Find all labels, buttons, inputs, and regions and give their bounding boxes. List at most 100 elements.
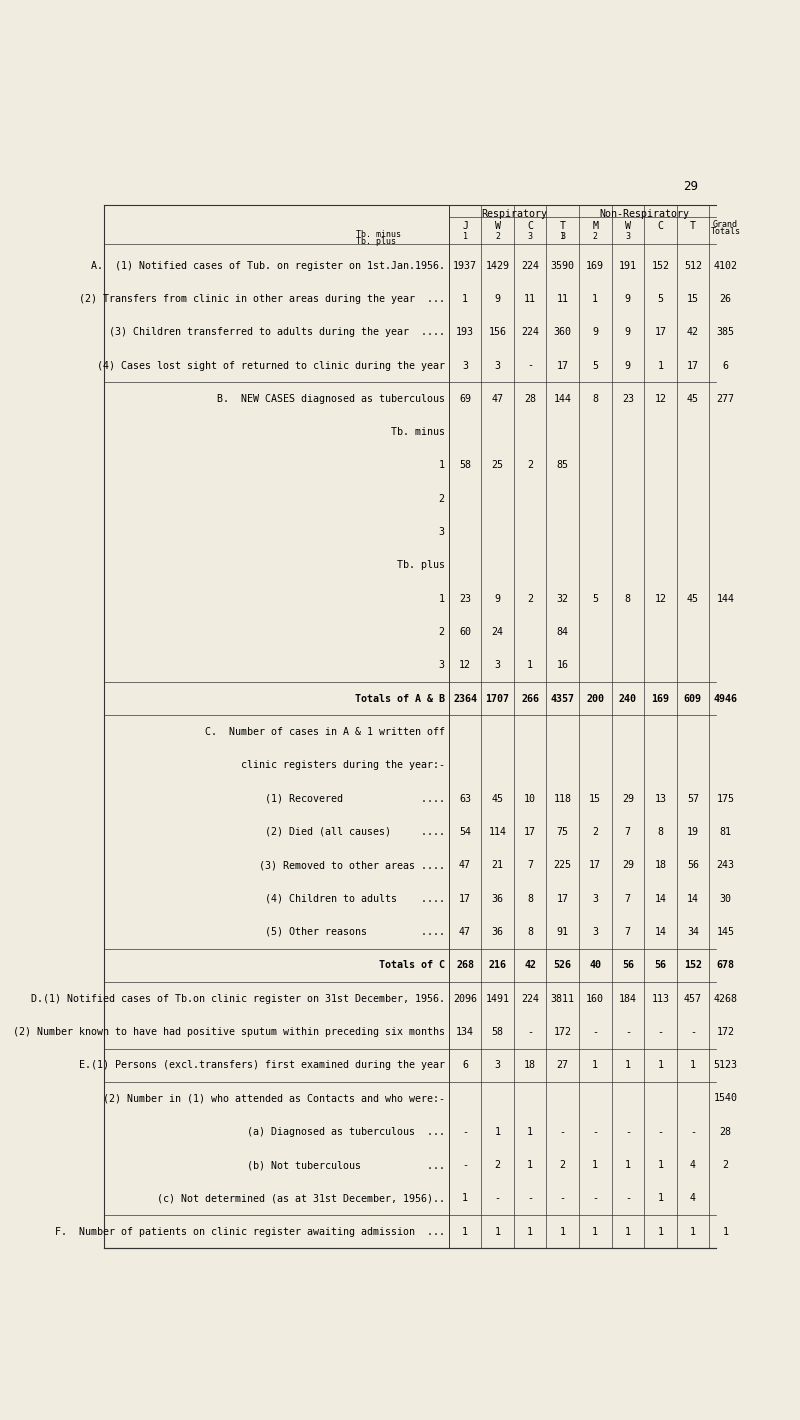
Text: 1: 1: [592, 1227, 598, 1237]
Text: 14: 14: [687, 893, 699, 903]
Text: (4) Children to adults    ....: (4) Children to adults ....: [241, 893, 445, 903]
Text: (4) Cases lost sight of returned to clinic during the year: (4) Cases lost sight of returned to clin…: [73, 361, 445, 371]
Text: 1: 1: [658, 361, 663, 371]
Text: 18: 18: [524, 1061, 536, 1071]
Text: (1) Recovered             ....: (1) Recovered ....: [241, 794, 445, 804]
Text: 152: 152: [684, 960, 702, 970]
Text: -: -: [592, 1127, 598, 1137]
Text: 2: 2: [722, 1160, 729, 1170]
Text: Tb. minus: Tb. minus: [356, 230, 401, 240]
Text: 27: 27: [557, 1061, 569, 1071]
Text: 8: 8: [658, 826, 663, 836]
Text: 26: 26: [719, 294, 731, 304]
Text: 36: 36: [491, 927, 503, 937]
Text: J: J: [462, 222, 468, 231]
Text: 60: 60: [459, 628, 471, 638]
Text: 172: 172: [554, 1027, 572, 1037]
Text: 175: 175: [717, 794, 734, 804]
Text: 12: 12: [654, 594, 666, 604]
Text: (3) Children transferred to adults during the year  ....: (3) Children transferred to adults durin…: [85, 327, 445, 337]
Text: 42: 42: [687, 327, 699, 337]
Text: 14: 14: [654, 927, 666, 937]
Text: 1: 1: [658, 1160, 663, 1170]
Text: 12: 12: [654, 393, 666, 403]
Text: 58: 58: [491, 1027, 503, 1037]
Text: 512: 512: [684, 261, 702, 271]
Text: 7: 7: [625, 893, 630, 903]
Text: 118: 118: [554, 794, 572, 804]
Text: 160: 160: [586, 994, 604, 1004]
Text: 29: 29: [622, 794, 634, 804]
Text: 15: 15: [687, 294, 699, 304]
Text: 91: 91: [557, 927, 569, 937]
Text: C: C: [527, 222, 533, 231]
Text: 17: 17: [524, 826, 536, 836]
Text: 1: 1: [690, 1227, 696, 1237]
Text: 2: 2: [355, 628, 445, 638]
Text: 3: 3: [494, 361, 501, 371]
Text: 9: 9: [625, 361, 630, 371]
Text: -: -: [690, 1027, 696, 1037]
Text: 10: 10: [524, 794, 536, 804]
Text: 1: 1: [462, 231, 467, 241]
Text: 172: 172: [717, 1027, 734, 1037]
Text: (3) Removed to other areas ....: (3) Removed to other areas ....: [235, 861, 445, 870]
Text: 224: 224: [521, 994, 539, 1004]
Text: Totals of A & B: Totals of A & B: [331, 694, 445, 704]
Text: 216: 216: [489, 960, 506, 970]
Text: 1: 1: [690, 1061, 696, 1071]
Text: 11: 11: [557, 294, 569, 304]
Text: 11: 11: [524, 294, 536, 304]
Text: 145: 145: [717, 927, 734, 937]
Text: 2364: 2364: [453, 694, 477, 704]
Text: 42: 42: [524, 960, 536, 970]
Text: 3: 3: [592, 893, 598, 903]
Text: 47: 47: [459, 927, 471, 937]
Text: -: -: [658, 1027, 663, 1037]
Text: 1: 1: [658, 1193, 663, 1203]
Text: A.  (1) Notified cases of Tub. on register on 1st.Jan.1956.: A. (1) Notified cases of Tub. on registe…: [91, 261, 445, 271]
Text: 56: 56: [654, 960, 666, 970]
Text: 3811: 3811: [550, 994, 574, 1004]
Text: -: -: [690, 1127, 696, 1137]
Text: 5123: 5123: [714, 1061, 738, 1071]
Text: 58: 58: [459, 460, 471, 470]
Text: 57: 57: [687, 794, 699, 804]
Text: 3: 3: [626, 231, 630, 241]
Text: 12: 12: [459, 660, 471, 670]
Text: (c) Not determined (as at 31st December, 1956)..: (c) Not determined (as at 31st December,…: [115, 1193, 445, 1203]
Text: 609: 609: [684, 694, 702, 704]
Text: -: -: [527, 361, 533, 371]
Text: 54: 54: [459, 826, 471, 836]
Text: 45: 45: [687, 594, 699, 604]
Text: 56: 56: [622, 960, 634, 970]
Text: 277: 277: [717, 393, 734, 403]
Text: 1: 1: [462, 294, 468, 304]
Text: 4946: 4946: [714, 694, 738, 704]
Text: 1: 1: [355, 594, 445, 604]
Text: 23: 23: [459, 594, 471, 604]
Text: 1707: 1707: [486, 694, 510, 704]
Text: Respiratory: Respiratory: [481, 209, 547, 219]
Text: 2096: 2096: [453, 994, 477, 1004]
Text: (5) Other reasons         ....: (5) Other reasons ....: [241, 927, 445, 937]
Text: 1491: 1491: [486, 994, 510, 1004]
Text: -: -: [625, 1027, 630, 1037]
Text: -: -: [592, 1193, 598, 1203]
Text: Totals of C: Totals of C: [355, 960, 445, 970]
Text: 19: 19: [687, 826, 699, 836]
Text: (2) Died (all causes)     ....: (2) Died (all causes) ....: [241, 826, 445, 836]
Text: 1: 1: [658, 1061, 663, 1071]
Text: Grand: Grand: [713, 220, 738, 229]
Text: 224: 224: [521, 327, 539, 337]
Text: -: -: [625, 1127, 630, 1137]
Text: (2) Number in (1) who attended as Contacts and who were:-: (2) Number in (1) who attended as Contac…: [85, 1093, 445, 1103]
Text: 193: 193: [456, 327, 474, 337]
Text: 266: 266: [521, 694, 539, 704]
Text: 4: 4: [690, 1160, 696, 1170]
Text: 156: 156: [489, 327, 506, 337]
Text: 5: 5: [592, 361, 598, 371]
Text: Totals: Totals: [710, 227, 741, 236]
Text: 457: 457: [684, 994, 702, 1004]
Text: 28: 28: [524, 393, 536, 403]
